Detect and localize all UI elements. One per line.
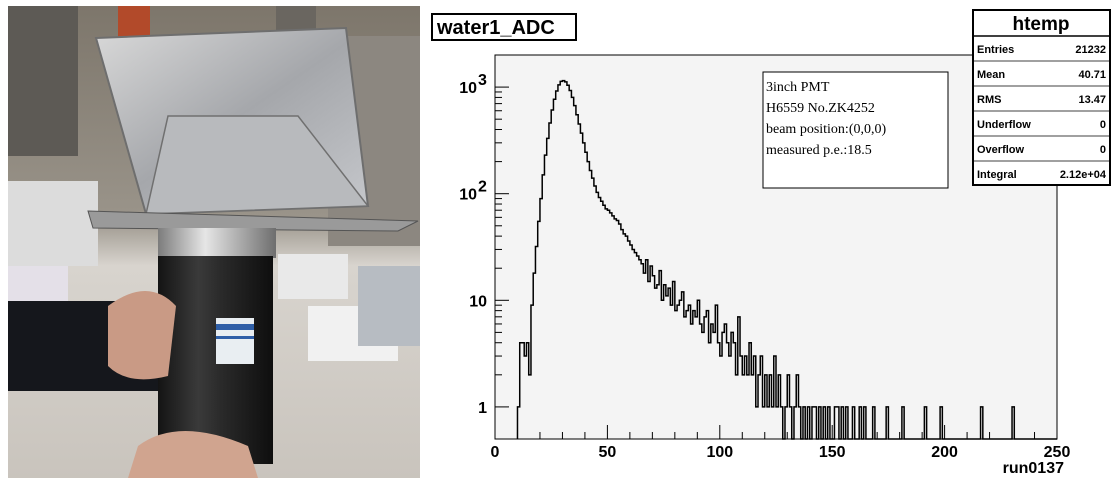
annotation-box: 3inch PMT H6559 No.ZK4252 beam position:… [762, 71, 949, 189]
stats-value: 13.47 [1078, 94, 1106, 106]
x-tick-label: 0 [491, 444, 500, 461]
stats-label: Underflow [977, 119, 1031, 131]
pmt-photo [8, 6, 420, 478]
y-tick-exponent: 2 [478, 179, 487, 196]
annotation-line: 3inch PMT [766, 80, 830, 95]
y-tick-label: 10 [469, 293, 487, 310]
title-box [431, 13, 577, 41]
stats-value: 0 [1100, 144, 1106, 156]
stats-title: htemp [1013, 14, 1070, 35]
stats-label: Integral [977, 169, 1017, 181]
x-tick-label: 200 [931, 444, 958, 461]
x-tick-label: 150 [819, 444, 846, 461]
stats-label: Overflow [977, 144, 1025, 156]
annotation-line: beam position:(0,0,0) [766, 122, 886, 137]
histogram-line [516, 79, 1057, 440]
x-axis-label: run0137 [1003, 460, 1064, 477]
y-tick-exponent: 3 [478, 72, 487, 89]
stats-box: htemp Entries 21232 Mean 40.71 RMS 13.47… [972, 9, 1111, 186]
y-tick-label: 10 [459, 187, 477, 204]
stats-value: 40.71 [1078, 69, 1106, 81]
x-tick-label: 100 [706, 444, 733, 461]
stats-value: 2.12e+04 [1060, 169, 1107, 181]
stats-value: 21232 [1075, 44, 1106, 56]
stats-label: Mean [977, 69, 1005, 81]
y-tick-label: 1 [478, 400, 487, 417]
y-tick-label: 10 [459, 80, 477, 97]
stats-label: Entries [977, 44, 1014, 56]
x-tick-label: 50 [599, 444, 617, 461]
stats-value: 0 [1100, 119, 1106, 131]
x-tick-label: 250 [1044, 444, 1071, 461]
chart-title: water1_ADC [436, 17, 555, 39]
stats-label: RMS [977, 94, 1001, 106]
annotation-line: measured p.e.:18.5 [766, 143, 872, 158]
annotation-line: H6559 No.ZK4252 [766, 101, 875, 116]
